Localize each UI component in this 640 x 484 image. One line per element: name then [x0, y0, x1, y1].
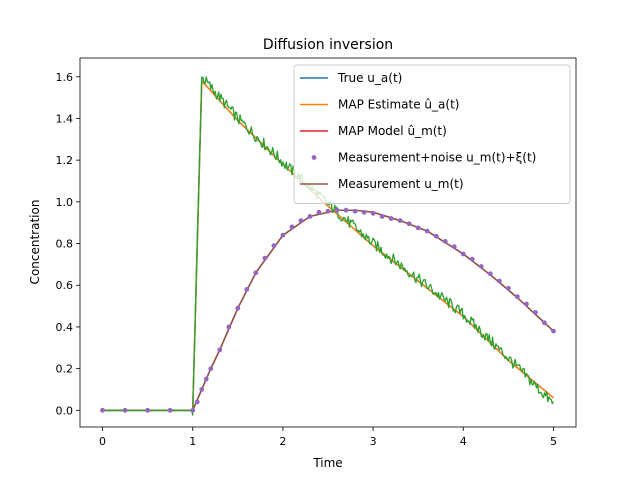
legend-marker: [311, 155, 317, 160]
scatter-point: [145, 407, 151, 413]
x-axis-label: Time: [312, 456, 342, 470]
scatter-point: [203, 376, 209, 382]
scatter-point: [542, 320, 547, 326]
y-tick-label: 0.4: [56, 321, 74, 334]
scatter-point: [352, 208, 358, 214]
scatter-point: [514, 294, 520, 300]
scatter-point: [460, 251, 466, 257]
scatter-point: [325, 208, 331, 214]
legend-label: Measurement+noise u_m(t)+ξ(t): [338, 151, 536, 165]
scatter-point: [469, 256, 475, 262]
scatter-point: [298, 218, 304, 224]
series-line-4: [102, 209, 554, 412]
x-axis-ticks: 0 1 2 3 4 5: [99, 427, 557, 448]
scatter-point: [406, 221, 412, 227]
scatter-point: [451, 244, 457, 250]
y-tick-label: 0.8: [56, 238, 74, 251]
scatter-point: [424, 228, 430, 234]
x-tick-label: 1: [189, 435, 196, 448]
scatter-point: [190, 407, 196, 413]
scatter-point: [388, 216, 394, 221]
scatter-point: [280, 232, 286, 238]
chart-title: Diffusion inversion: [263, 37, 393, 53]
scatter-point: [307, 214, 313, 219]
scatter-point: [262, 255, 268, 261]
scatter-point: [397, 218, 403, 224]
scatter-point: [244, 287, 250, 292]
scatter-point: [194, 399, 200, 405]
legend-label: MAP Model û_m(t): [338, 124, 447, 138]
x-tick-label: 5: [550, 435, 557, 448]
scatter-point: [361, 209, 367, 215]
scatter-point: [478, 264, 484, 269]
y-tick-label: 1.2: [56, 154, 74, 167]
scatter-point: [551, 328, 556, 334]
scatter-point: [100, 407, 105, 413]
scatter-point: [524, 301, 529, 307]
scatter-point: [379, 214, 385, 219]
x-tick-label: 3: [370, 435, 377, 448]
legend-label: True u_a(t): [337, 71, 402, 85]
x-tick-label: 4: [460, 435, 467, 448]
scatter-point: [487, 271, 493, 277]
scatter-point: [533, 309, 538, 315]
scatter-point: [122, 407, 128, 413]
plot-area: [100, 76, 556, 416]
y-tick-label: 1.6: [56, 71, 74, 84]
y-tick-label: 0.0: [56, 404, 74, 417]
scatter-point: [208, 366, 214, 372]
y-axis-ticks: 0.0 0.2 0.4 0.6 0.8 1.0 1.2 1.4 1.6: [56, 71, 80, 417]
scatter-point: [442, 239, 448, 244]
scatter-point: [433, 233, 439, 239]
scatter-point: [217, 347, 223, 353]
legend-label: Measurement u_m(t): [338, 177, 464, 191]
legend-box: [293, 64, 571, 204]
x-tick-label: 0: [99, 435, 106, 448]
scatter-point: [505, 285, 511, 291]
scatter-point: [226, 324, 232, 330]
x-tick-label: 2: [279, 435, 286, 448]
y-tick-label: 0.2: [56, 363, 74, 376]
scatter-point: [199, 387, 205, 392]
y-tick-label: 1.4: [56, 112, 74, 125]
scatter-point: [496, 278, 502, 284]
scatter-point: [235, 305, 241, 311]
scatter-point: [343, 207, 349, 213]
y-tick-label: 0.6: [56, 279, 74, 292]
axes-frame: [79, 57, 577, 428]
scatter-point: [167, 407, 173, 413]
legend: True u_a(t) MAP Estimate û_a(t) MAP Model …: [293, 64, 571, 204]
scatter-point: [289, 224, 295, 230]
scatter-point: [370, 210, 376, 216]
y-axis-label: Concentration: [28, 200, 42, 285]
scatter-point: [253, 270, 259, 276]
scatter-point: [334, 207, 340, 213]
legend-label: MAP Estimate û_a(t): [338, 98, 459, 112]
scatter-point: [271, 243, 277, 249]
scatter-point: [316, 209, 322, 215]
scatter-point: [415, 225, 421, 231]
y-tick-label: 1.0: [56, 196, 74, 209]
